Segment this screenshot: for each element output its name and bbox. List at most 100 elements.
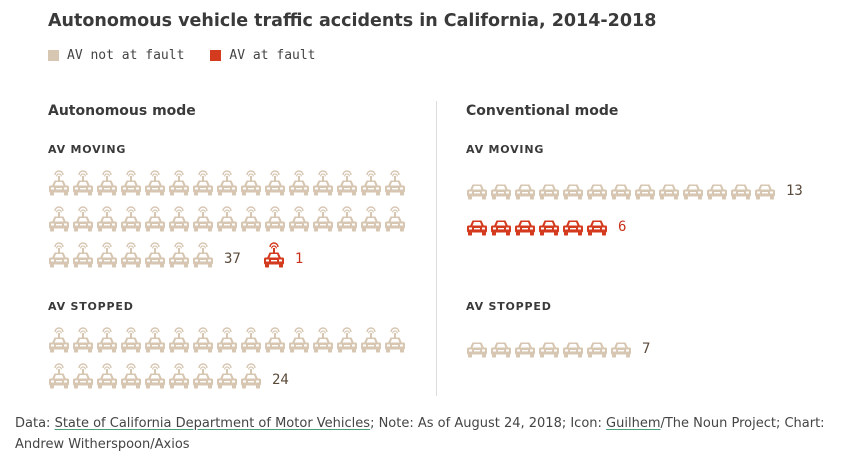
label-autonomous-stopped: AV STOPPED <box>48 300 134 313</box>
legend-swatch-at-fault <box>210 50 222 61</box>
count-at-fault: 1 <box>294 251 304 267</box>
autonomous-car-icon-not-at-fault <box>312 170 334 198</box>
car-icon-at-fault <box>586 210 608 238</box>
section-title-autonomous: Autonomous mode <box>48 103 196 119</box>
autonomous-car-icon-not-at-fault <box>384 327 406 355</box>
autonomous-car-icon-not-at-fault <box>96 242 118 270</box>
autonomous-car-icon-not-at-fault <box>240 327 262 355</box>
pictogram-row: 7 <box>466 328 650 364</box>
source-link[interactable]: State of California Department of Motor … <box>54 416 371 431</box>
car-icon-not-at-fault <box>730 174 752 202</box>
autonomous-car-icon-not-at-fault <box>48 242 70 270</box>
legend-item-at-fault: AV at fault <box>210 48 316 63</box>
autonomous-car-icon-not-at-fault <box>360 206 382 234</box>
autonomous-car-icon-not-at-fault <box>168 327 190 355</box>
car-icon-not-at-fault <box>562 332 584 360</box>
pictogram-row <box>48 323 408 359</box>
autonomous-car-icon-not-at-fault <box>288 327 310 355</box>
legend-label-at-fault: AV at fault <box>229 48 316 63</box>
pictogram-autonomous-stopped: 24 <box>48 323 408 395</box>
autonomous-car-icon-not-at-fault <box>264 170 286 198</box>
autonomous-car-icon-not-at-fault <box>360 327 382 355</box>
autonomous-car-icon-not-at-fault <box>72 327 94 355</box>
car-icon-at-fault <box>490 210 512 238</box>
autonomous-car-icon-not-at-fault <box>96 363 118 391</box>
autonomous-car-icon-not-at-fault <box>384 170 406 198</box>
autonomous-car-icon-not-at-fault <box>168 242 190 270</box>
car-icon-not-at-fault <box>754 174 776 202</box>
autonomous-car-icon-not-at-fault <box>336 327 358 355</box>
pictogram-conventional-moving: 13 6 <box>466 170 803 242</box>
autonomous-car-icon-not-at-fault <box>48 170 70 198</box>
label-conventional-moving: AV MOVING <box>466 143 545 156</box>
car-icon-not-at-fault <box>562 174 584 202</box>
legend: AV not at fault AV at fault <box>48 48 342 63</box>
footer-suffix: /The Noun Project; Chart: Andrew Withers… <box>15 416 825 452</box>
autonomous-car-icon-not-at-fault <box>264 327 286 355</box>
autonomous-car-icon-not-at-fault <box>288 206 310 234</box>
pictogram-row: 37 1 <box>48 238 408 274</box>
autonomous-car-icon-not-at-fault <box>216 363 238 391</box>
autonomous-car-icon-not-at-fault <box>72 363 94 391</box>
icon-credit-link[interactable]: Guilhem <box>606 416 661 431</box>
autonomous-car-icon-not-at-fault <box>312 206 334 234</box>
car-icon-at-fault <box>562 210 584 238</box>
car-icon-not-at-fault <box>466 174 488 202</box>
autonomous-car-icon-not-at-fault <box>144 327 166 355</box>
car-icon-not-at-fault <box>658 174 680 202</box>
autonomous-car-icon-not-at-fault <box>120 363 142 391</box>
autonomous-car-icon-not-at-fault <box>168 170 190 198</box>
footer-note: ; Note: As of August 24, 2018; Icon: <box>370 416 607 431</box>
footer-credits: Data: State of California Department of … <box>15 413 835 455</box>
count-not-at-fault: 13 <box>786 183 803 199</box>
panel-divider <box>436 101 437 396</box>
autonomous-car-icon-not-at-fault <box>48 206 70 234</box>
car-icon-not-at-fault <box>514 174 536 202</box>
autonomous-car-icon-not-at-fault <box>360 170 382 198</box>
car-icon-at-fault <box>538 210 560 238</box>
autonomous-car-icon-not-at-fault <box>144 170 166 198</box>
car-icon-not-at-fault <box>634 174 656 202</box>
autonomous-car-icon-not-at-fault <box>192 206 214 234</box>
autonomous-car-icon-not-at-fault <box>120 170 142 198</box>
car-icon-not-at-fault <box>682 174 704 202</box>
autonomous-car-icon-not-at-fault <box>240 170 262 198</box>
count-not-at-fault: 7 <box>642 341 651 357</box>
autonomous-car-icon-at-fault <box>263 242 285 270</box>
autonomous-car-icon-not-at-fault <box>384 206 406 234</box>
autonomous-car-icon-not-at-fault <box>120 327 142 355</box>
car-icon-at-fault <box>514 210 536 238</box>
label-conventional-stopped: AV STOPPED <box>466 300 552 313</box>
autonomous-car-icon-not-at-fault <box>48 363 70 391</box>
autonomous-car-icon-not-at-fault <box>192 327 214 355</box>
autonomous-car-icon-not-at-fault <box>168 363 190 391</box>
chart-title: Autonomous vehicle traffic accidents in … <box>48 11 657 31</box>
footer-prefix: Data: <box>15 416 55 431</box>
car-icon-not-at-fault <box>514 332 536 360</box>
autonomous-car-icon-not-at-fault <box>144 363 166 391</box>
autonomous-car-icon-not-at-fault <box>144 242 166 270</box>
autonomous-car-icon-not-at-fault <box>96 170 118 198</box>
autonomous-car-icon-not-at-fault <box>96 327 118 355</box>
car-icon-not-at-fault <box>586 332 608 360</box>
autonomous-car-icon-not-at-fault <box>240 363 262 391</box>
car-icon-not-at-fault <box>586 174 608 202</box>
pictogram-row: 13 <box>466 170 803 206</box>
autonomous-car-icon-not-at-fault <box>312 327 334 355</box>
autonomous-car-icon-not-at-fault <box>216 327 238 355</box>
autonomous-car-icon-not-at-fault <box>192 170 214 198</box>
car-icon-not-at-fault <box>538 174 560 202</box>
autonomous-car-icon-not-at-fault <box>120 242 142 270</box>
car-icon-not-at-fault <box>490 174 512 202</box>
autonomous-car-icon-not-at-fault <box>288 170 310 198</box>
car-icon-not-at-fault <box>490 332 512 360</box>
autonomous-car-icon-not-at-fault <box>216 206 238 234</box>
car-icon-not-at-fault <box>610 174 632 202</box>
autonomous-car-icon-not-at-fault <box>144 206 166 234</box>
count-at-fault: 6 <box>618 219 627 235</box>
car-icon-not-at-fault <box>706 174 728 202</box>
section-title-conventional: Conventional mode <box>466 103 619 119</box>
autonomous-car-icon-not-at-fault <box>336 206 358 234</box>
autonomous-car-icon-not-at-fault <box>192 242 214 270</box>
legend-item-not-at-fault: AV not at fault <box>48 48 184 63</box>
